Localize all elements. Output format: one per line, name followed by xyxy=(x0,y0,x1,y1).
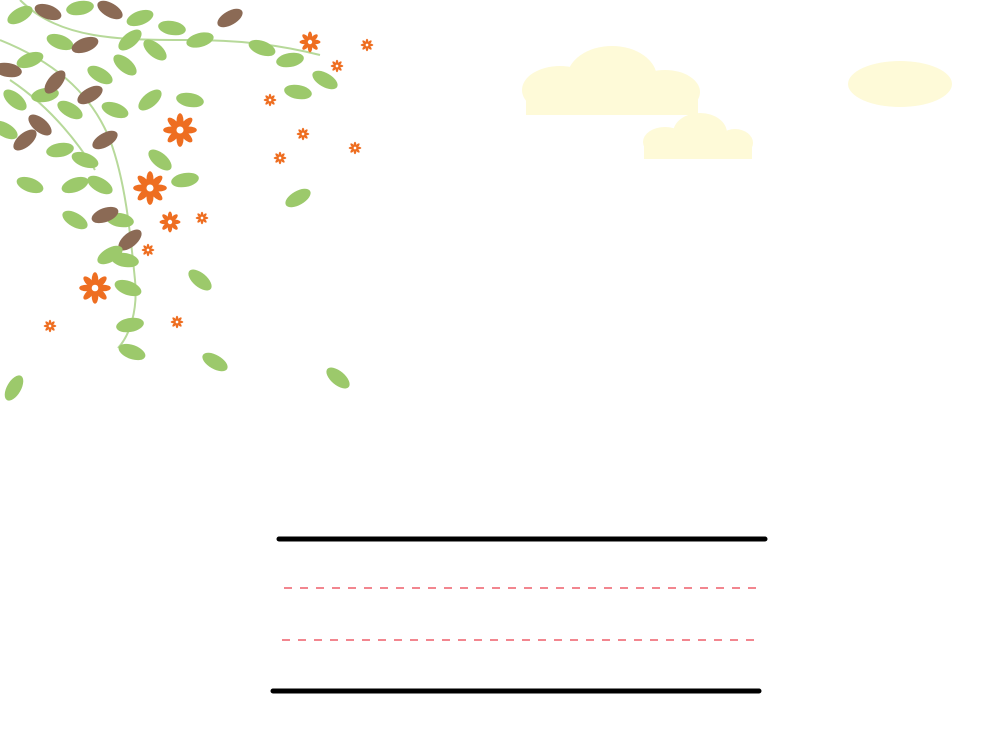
green-leaf xyxy=(176,92,204,108)
green-leaf xyxy=(113,54,137,76)
green-leaf xyxy=(61,176,89,194)
green-leaf xyxy=(186,32,214,48)
flower xyxy=(141,243,155,257)
green-leaf xyxy=(126,9,154,27)
flower xyxy=(299,31,321,53)
flower xyxy=(263,93,277,107)
flower xyxy=(360,38,374,52)
green-leaf xyxy=(326,367,350,389)
green-leaf xyxy=(97,245,123,265)
brown-leaf xyxy=(97,0,123,20)
green-leaf xyxy=(143,39,167,61)
green-leaf xyxy=(7,5,33,25)
flower xyxy=(273,151,287,165)
green-leaf xyxy=(171,172,199,188)
brown-leaf xyxy=(28,114,52,136)
green-leaf xyxy=(188,269,212,291)
green-leaf xyxy=(118,29,142,51)
flower xyxy=(163,113,197,147)
green-leaf xyxy=(87,175,113,195)
green-leaf xyxy=(16,51,44,69)
green-leaf xyxy=(87,65,113,85)
flower xyxy=(330,59,344,73)
vine-leaves xyxy=(0,0,350,401)
green-leaf xyxy=(148,149,172,171)
flower xyxy=(348,141,362,155)
brown-leaf xyxy=(44,70,66,94)
green-leaf xyxy=(4,375,24,401)
flower xyxy=(79,272,111,304)
green-leaf xyxy=(16,176,44,194)
green-leaf xyxy=(276,52,304,68)
green-leaf xyxy=(158,20,186,36)
flower xyxy=(170,315,184,329)
green-leaf xyxy=(118,343,146,361)
cloud-small xyxy=(643,113,753,159)
green-leaf xyxy=(62,210,88,230)
green-leaf xyxy=(138,89,162,111)
brown-leaf xyxy=(13,129,37,151)
flower xyxy=(159,211,181,233)
flower xyxy=(296,127,310,141)
brown-leaf xyxy=(0,62,22,78)
green-leaf xyxy=(114,279,142,297)
green-leaf xyxy=(66,0,94,16)
brown-leaf xyxy=(92,130,118,150)
green-leaf xyxy=(71,151,99,169)
green-leaf xyxy=(116,317,144,333)
green-leaf xyxy=(46,33,74,51)
brown-leaf xyxy=(77,85,103,105)
cloud-large xyxy=(522,46,700,115)
green-leaf xyxy=(101,101,129,119)
green-leaf xyxy=(0,120,18,140)
flower xyxy=(133,171,167,205)
green-leaf xyxy=(312,70,338,90)
brown-leaf xyxy=(71,36,99,54)
brown-leaf xyxy=(217,8,243,28)
green-leaf xyxy=(57,100,83,120)
green-leaf xyxy=(248,39,276,57)
flower xyxy=(195,211,209,225)
brown-leaf xyxy=(34,3,62,21)
cloud-oval xyxy=(848,61,952,107)
green-leaf xyxy=(46,142,74,158)
green-leaf xyxy=(202,352,228,372)
green-leaf xyxy=(3,89,27,111)
green-leaf xyxy=(284,84,312,100)
green-leaf xyxy=(285,188,311,208)
brown-leaf xyxy=(118,229,142,251)
flower xyxy=(43,319,57,333)
orange-flowers xyxy=(43,31,374,333)
clouds xyxy=(522,46,952,159)
brown-leaf xyxy=(91,206,119,224)
